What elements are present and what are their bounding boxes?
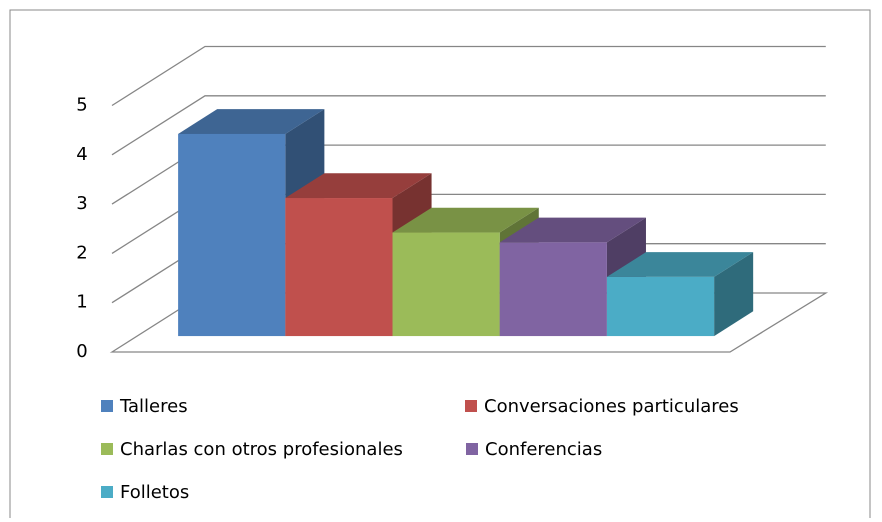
bar-top: [285, 173, 432, 199]
legend-label: Charlas con otros profesionales: [120, 439, 403, 460]
bar-top: [606, 252, 754, 277]
bar: [285, 198, 393, 337]
y-tick-label: 4: [76, 144, 87, 165]
y-tick-label: 2: [76, 242, 87, 263]
grid-line: [111, 95, 826, 156]
y-tick-label: 1: [76, 292, 87, 313]
legend-label: Conferencias: [485, 439, 602, 460]
bar-top: [392, 207, 539, 233]
legend-label: Talleres: [119, 396, 188, 417]
floor: [109, 292, 829, 353]
bar-side: [714, 252, 754, 337]
bar: [606, 276, 715, 337]
legend-label: Folletos: [120, 482, 189, 503]
legend-swatch: [466, 443, 478, 455]
legend-swatch: [101, 400, 113, 412]
bar: [392, 232, 500, 337]
bar-top: [178, 109, 325, 134]
bar-top: [499, 217, 646, 243]
y-tick-label: 5: [76, 95, 87, 116]
bar: [499, 242, 607, 337]
legend-swatch: [465, 400, 477, 412]
grid-line: [111, 45, 826, 107]
legend-swatch: [101, 443, 113, 455]
y-tick-label: 3: [76, 193, 87, 214]
y-tick-label: 0: [76, 341, 87, 362]
bar: [178, 133, 286, 337]
legend-swatch: [101, 486, 113, 498]
legend-label: Conversaciones particulares: [484, 396, 739, 417]
